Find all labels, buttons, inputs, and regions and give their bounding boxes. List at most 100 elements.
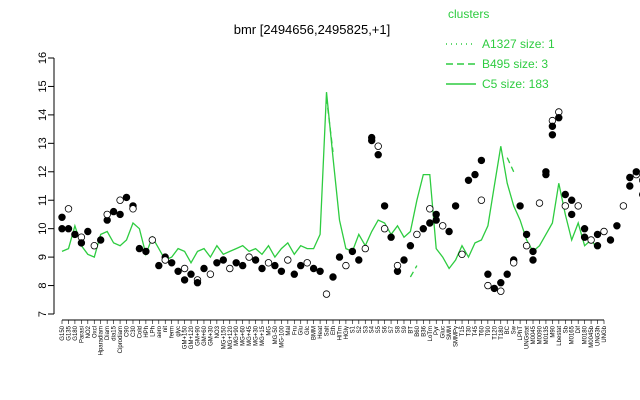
data-point (206, 270, 215, 278)
data-point (561, 202, 569, 210)
x-tick-label: UNG3h (596, 326, 602, 346)
data-point (135, 244, 144, 253)
data-point (458, 250, 466, 258)
data-point (471, 170, 479, 179)
x-tick-label: MG+60 (241, 325, 247, 346)
points-layer (58, 108, 640, 298)
data-point (593, 241, 602, 250)
data-point (219, 256, 227, 264)
x-tick-label: UNGb (602, 325, 608, 342)
x-tick-label: GM+150 (183, 325, 189, 349)
legend-label-c5: C5 size: 183 (482, 77, 549, 91)
data-point (568, 196, 576, 204)
x-tick-label: S6 (383, 325, 389, 333)
x-tick-label: M0180 (583, 325, 589, 344)
data-point (484, 270, 492, 278)
x-tick-label: S1 (350, 325, 356, 333)
data-point (445, 227, 453, 236)
x-tick-label: G135 (66, 325, 72, 340)
data-point (529, 256, 537, 264)
data-point (426, 219, 434, 227)
data-point (484, 281, 492, 290)
x-tick-label: Fru (292, 326, 298, 335)
data-point (277, 267, 286, 275)
x-tick-label: Lbestat (557, 326, 563, 346)
x-tick-label: MG-50 (273, 325, 279, 344)
data-point (335, 253, 344, 261)
data-point (426, 205, 434, 213)
data-point (245, 253, 253, 261)
x-tick-label: GM+30 (208, 325, 214, 346)
data-point (374, 142, 382, 150)
legend: clusters A1327 size: 1 B495 size: 3 C5 s… (446, 7, 555, 91)
x-tick-label: UNGstat (525, 326, 531, 349)
data-point (58, 224, 66, 233)
x-tick-label: MG+120 (228, 325, 234, 349)
x-tick-label: MG+45 (247, 325, 253, 346)
data-point (290, 270, 298, 278)
data-point (251, 256, 260, 264)
y-tick-label: 12 (37, 166, 49, 178)
x-tick-label: S3 (363, 325, 369, 333)
y-tick-label: 14 (37, 109, 49, 121)
y-tick-label: 11 (37, 195, 49, 206)
data-point (374, 150, 382, 159)
data-point (116, 210, 124, 219)
data-point (103, 210, 111, 219)
x-tick-label: MG (266, 326, 272, 336)
data-point (368, 136, 376, 145)
data-point (600, 227, 608, 236)
y-tick-label: 13 (37, 137, 49, 149)
data-point (380, 202, 389, 210)
data-point (355, 256, 363, 264)
data-point (393, 261, 402, 270)
x-tick-label: T30 (467, 325, 473, 336)
x-tick-label: M90 (550, 325, 556, 337)
data-point (116, 196, 124, 204)
y-tick-label: 16 (37, 52, 49, 64)
data-point (516, 202, 524, 210)
data-point (432, 216, 440, 224)
x-tick-label: Heat (318, 326, 324, 339)
x-tick-label: G180 (73, 325, 79, 340)
x-tick-label: GM+90 (196, 325, 202, 346)
data-point (580, 233, 589, 241)
data-point (84, 227, 92, 236)
x-tick-label: MG+15 (260, 325, 266, 346)
data-point (180, 264, 189, 273)
data-point (555, 113, 563, 122)
x-tick-label: C90 (125, 325, 131, 337)
y-tick-label: 15 (37, 80, 49, 92)
data-point (580, 224, 589, 233)
x-tick-label: S2 (357, 325, 363, 333)
series-line-dashed (325, 97, 334, 152)
legend-label-a1327: A1327 size: 1 (482, 37, 555, 51)
data-point (497, 287, 505, 295)
data-point (258, 264, 266, 273)
x-tick-label: aero (157, 325, 163, 338)
x-tick-label: nit (163, 326, 169, 333)
data-point (587, 236, 595, 244)
y-tick-label: 10 (37, 223, 49, 235)
data-point (284, 256, 292, 264)
x-tick-label: NO2 (86, 325, 92, 338)
data-point (510, 259, 518, 267)
data-point (322, 290, 331, 298)
x-tick-label: S9 (402, 325, 408, 333)
data-point (90, 241, 98, 250)
x-tick-label: Ciprodiam (118, 326, 124, 353)
data-point (232, 259, 240, 267)
data-point (593, 230, 602, 239)
data-point (226, 264, 234, 273)
y-tick-label: 7 (37, 311, 49, 317)
x-tick-label: S4 (370, 325, 376, 333)
x-tick-label: MG+90 (234, 325, 240, 346)
data-point (71, 230, 79, 239)
x-tick-label: T45 (473, 325, 479, 336)
data-point (64, 205, 73, 213)
data-point (329, 273, 337, 281)
data-point (122, 193, 131, 202)
data-point (316, 267, 324, 275)
data-point (238, 261, 247, 270)
data-point (613, 222, 621, 230)
